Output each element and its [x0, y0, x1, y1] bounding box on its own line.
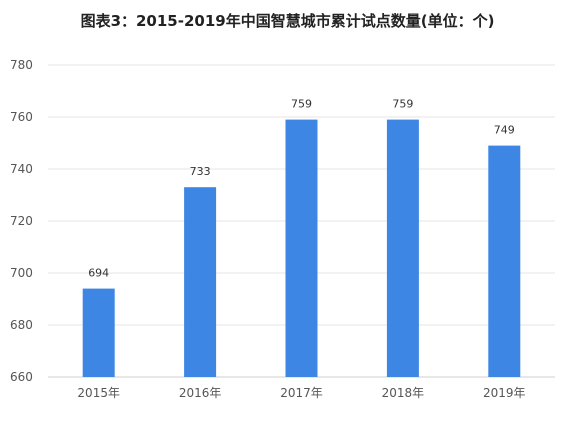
- data-label: 694: [88, 267, 109, 280]
- bars: [82, 119, 521, 377]
- y-tick-label: 740: [10, 162, 33, 176]
- y-tick-label: 660: [10, 370, 33, 384]
- y-tick-label: 720: [10, 214, 33, 228]
- chart-title: 图表3：2015-2019年中国智慧城市累计试点数量(单位：个): [80, 12, 495, 30]
- data-label: 759: [291, 98, 312, 111]
- labels: 660 680 700 720 740 760 780 694 2015年 733 2016年 759…: [10, 58, 526, 400]
- x-tick-label: 2018年: [382, 386, 425, 400]
- bar: [82, 288, 115, 377]
- bar: [488, 145, 521, 377]
- y-tick-label: 700: [10, 266, 33, 280]
- x-tick-label: 2015年: [77, 386, 120, 400]
- bar: [184, 187, 217, 377]
- bar: [285, 119, 318, 377]
- y-tick-label: 760: [10, 110, 33, 124]
- data-label: 749: [494, 124, 515, 137]
- y-tick-label: 680: [10, 318, 33, 332]
- x-tick-label: 2016年: [179, 386, 222, 400]
- bar: [386, 119, 419, 377]
- data-label: 733: [190, 165, 211, 178]
- y-tick-label: 780: [10, 58, 33, 72]
- data-label: 759: [392, 98, 413, 111]
- x-tick-label: 2017年: [280, 386, 323, 400]
- x-tick-label: 2019年: [483, 386, 526, 400]
